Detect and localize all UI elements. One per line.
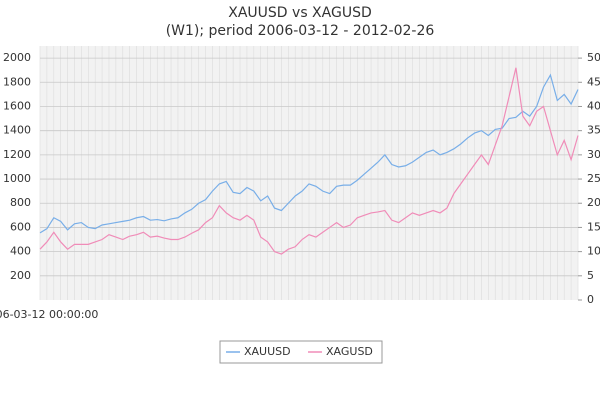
y-tick-label: 1800: [3, 75, 31, 88]
y-tick-label: 1000: [3, 172, 31, 185]
y2-tick-label: 5: [587, 269, 594, 282]
chart-title: XAUUSD vs XAGUSD: [228, 5, 372, 21]
y-tick-label: 400: [10, 245, 31, 258]
y2-tick-label: 35: [587, 124, 600, 137]
y-tick-label: 2000: [3, 51, 31, 64]
y-tick-label: 200: [10, 269, 31, 282]
series-line: [39, 67, 579, 255]
y2-tick-label: 15: [587, 220, 600, 233]
y-tick-label: 600: [10, 220, 31, 233]
legend-label: XAGUSD: [326, 345, 373, 358]
y2-tick-label: 25: [587, 172, 600, 185]
y2-tick-label: 30: [587, 148, 600, 161]
y-tick-label: 1400: [3, 124, 31, 137]
y2-tick-label: 45: [587, 75, 600, 88]
legend-label: XAUUSD: [244, 345, 291, 358]
y2-tick-label: 50: [587, 51, 600, 64]
y2-tick-label: 20: [587, 196, 600, 209]
y-tick-label: 1200: [3, 148, 31, 161]
y-tick-label: 1600: [3, 99, 31, 112]
y2-tick-label: 40: [587, 99, 600, 112]
x-tick-label: 2006-03-12 00:00:00: [0, 308, 98, 321]
legend-box: [219, 340, 383, 364]
y2-tick-label: 0: [587, 293, 594, 306]
y-tick-label: 800: [10, 196, 31, 209]
chart-subtitle: (W1); period 2006-03-12 - 2012-02-26: [166, 23, 435, 39]
y2-tick-label: 10: [587, 245, 600, 258]
series-line: [39, 73, 579, 234]
